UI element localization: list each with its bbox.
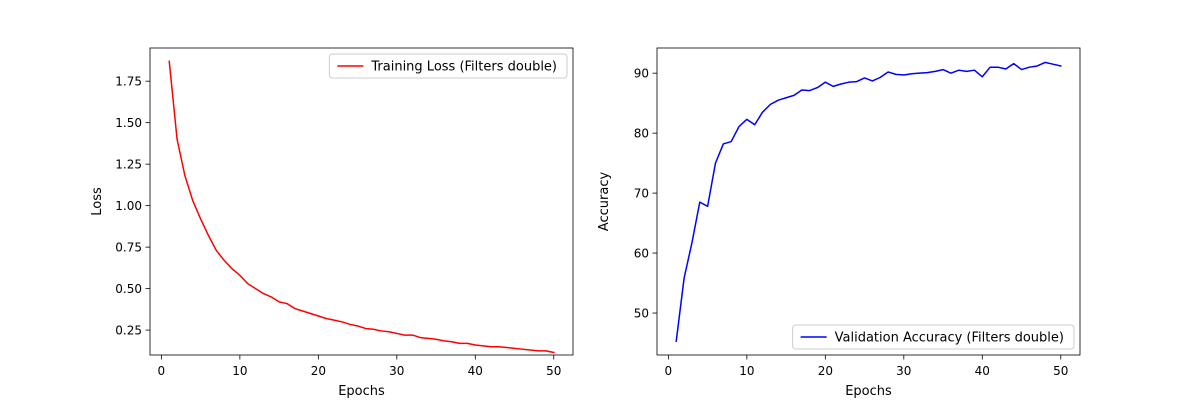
- y-tick-label: 1.25: [115, 158, 142, 172]
- y-tick-label: 70: [634, 187, 649, 201]
- x-tick-label: 10: [232, 364, 247, 378]
- x-tick-label: 50: [1053, 364, 1068, 378]
- x-tick-label: 50: [546, 364, 561, 378]
- y-tick-label: 0.25: [115, 324, 142, 338]
- y-tick-label: 80: [634, 127, 649, 141]
- y-tick-label: 0.50: [115, 282, 142, 296]
- x-axis-label: Epochs: [338, 384, 385, 399]
- x-tick-label: 20: [818, 364, 833, 378]
- y-axis-label: Accuracy: [597, 172, 612, 232]
- y-tick-label: 60: [634, 247, 649, 261]
- x-tick-label: 30: [389, 364, 404, 378]
- y-tick-label: 1.50: [115, 116, 142, 130]
- y-tick-label: 0.75: [115, 241, 142, 255]
- x-tick-label: 20: [311, 364, 326, 378]
- y-tick-label: 90: [634, 67, 649, 81]
- legend-label: Validation Accuracy (Filters double): [835, 331, 1064, 346]
- legend: Training Loss (Filters double): [328, 53, 568, 79]
- series-line: [168, 60, 555, 354]
- legend-label: Training Loss (Filters double): [370, 60, 557, 75]
- legend: Validation Accuracy (Filters double): [792, 324, 1075, 350]
- x-tick-label: 40: [975, 364, 990, 378]
- validation-accuracy-chart: 0 10 20 30 40 50 50 60 70 80 90 Epochs Accuracy Valid…: [597, 47, 1081, 399]
- legend-box: [792, 324, 1075, 350]
- y-tick-label: 1.75: [115, 75, 142, 89]
- series-line: [675, 61, 1062, 343]
- legend-box: [328, 53, 568, 79]
- axes-frame: [149, 47, 574, 356]
- x-tick-label: 40: [468, 364, 483, 378]
- x-tick-label: 0: [665, 364, 673, 378]
- y-tick-label: 1.00: [115, 199, 142, 213]
- x-tick-label: 0: [158, 364, 166, 378]
- y-axis-label: Loss: [90, 187, 105, 216]
- x-axis-label: Epochs: [845, 384, 892, 399]
- x-tick-label: 10: [739, 364, 754, 378]
- x-tick-label: 30: [896, 364, 911, 378]
- y-tick-label: 50: [634, 307, 649, 321]
- training-loss-chart: 0 10 20 30 40 50 0.25 0.50 0.75 1.00 1.25 1.50 1.75 E…: [90, 47, 574, 399]
- axes-frame: [656, 47, 1081, 356]
